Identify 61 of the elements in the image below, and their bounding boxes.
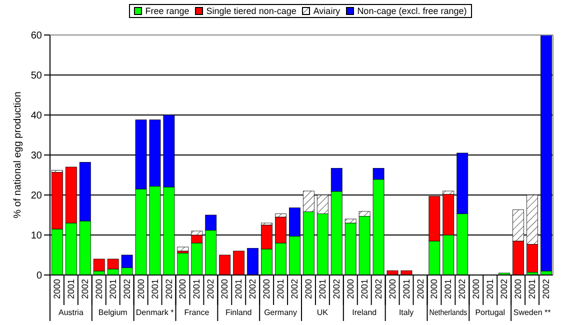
x-tick-label: 2001 <box>317 279 328 300</box>
x-tick-label: 2001 <box>234 279 244 300</box>
x-tick-label: 2000 <box>387 279 398 300</box>
x-tick-label: 2000 <box>52 279 62 300</box>
x-tick-label: 2001 <box>276 279 286 300</box>
text: Denmark * <box>136 308 174 317</box>
text: Austria <box>58 308 84 317</box>
text: UK <box>316 308 329 317</box>
x-tick-label: 2000 <box>429 279 440 300</box>
x-tick-label: 2001 <box>485 279 496 300</box>
x-tick-label: 2001 <box>192 279 202 300</box>
x-tick-label: 2000 <box>136 279 146 300</box>
x-tick-label: 2000 <box>513 279 524 300</box>
text: Netherlands <box>429 308 472 317</box>
x-tick-label: 2000 <box>471 279 482 300</box>
y-tick-label: 20 <box>30 190 42 202</box>
text: Ireland <box>352 308 377 317</box>
x-tick-label: 2001 <box>527 279 538 300</box>
bar <box>93 258 105 272</box>
y-tick-label: 40 <box>30 110 42 122</box>
text: Portugal <box>475 308 506 317</box>
legend-label: Aviairy <box>312 6 340 16</box>
y-tick-label: 30 <box>30 150 42 162</box>
text: Germany <box>264 308 297 317</box>
x-tick-label: 2002 <box>541 279 552 300</box>
text: Italy <box>398 308 414 317</box>
legend-label: Non-cage (excl. free range) <box>356 6 467 16</box>
text: Belgium <box>98 308 128 317</box>
y-tick-label: 0 <box>36 270 42 282</box>
x-tick-label: 2001 <box>443 279 454 300</box>
x-tick-label: 2000 <box>220 279 230 300</box>
x-tick-label: 2002 <box>80 279 90 300</box>
x-tick-label: 2002 <box>373 279 384 300</box>
x-tick-label: 2001 <box>150 279 160 300</box>
x-tick-label: 2000 <box>94 279 104 300</box>
x-tick-label: 2002 <box>331 279 342 300</box>
x-tick-label: 2002 <box>415 279 426 300</box>
x-tick-label: 2002 <box>164 279 174 300</box>
text: Finland <box>226 308 252 317</box>
x-tick-label: 2000 <box>303 279 314 300</box>
x-tick-label: 2000 <box>345 279 356 300</box>
x-tick-label: 2002 <box>457 279 468 300</box>
x-tick-label: 2002 <box>248 279 258 300</box>
y-tick-label: 50 <box>30 70 42 82</box>
x-tick-label: 2002 <box>122 279 132 300</box>
x-tick-label: 2001 <box>401 279 412 300</box>
legend-label: Single tiered non-cage <box>205 6 296 16</box>
y-tick-label: 10 <box>30 230 42 242</box>
x-tick-label: 2000 <box>178 279 188 300</box>
text: Sweden ** <box>513 308 551 317</box>
x-tick-label: 2002 <box>290 279 300 300</box>
x-tick-label: 2001 <box>359 279 370 300</box>
x-tick-label: 2001 <box>66 279 76 300</box>
x-tick-label: 2000 <box>262 279 272 300</box>
text: France <box>184 308 210 317</box>
x-tick-label: 2002 <box>499 279 510 300</box>
y-tick-label: 60 <box>30 30 42 42</box>
legend-label: Free range <box>144 6 190 16</box>
x-tick-label: 2002 <box>206 279 216 300</box>
y-axis-title: % of national egg production <box>12 92 24 218</box>
x-tick-label: 2001 <box>108 279 118 300</box>
